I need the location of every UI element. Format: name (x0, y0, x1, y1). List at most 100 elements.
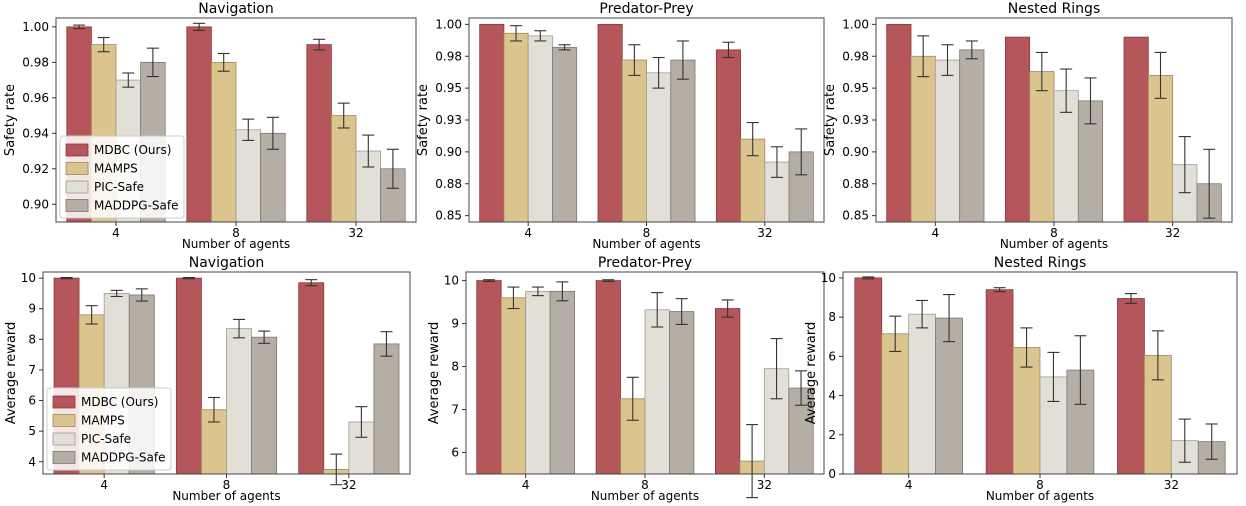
error-bar-maddpg-safe-8 (675, 298, 688, 325)
y-tick-label: 6 (828, 349, 836, 363)
y-tick-label: 6 (451, 446, 459, 460)
error-bar-maddpg-safe-8 (1084, 77, 1097, 125)
error-bar-mdbc-ours--32 (1124, 293, 1137, 304)
legend-swatch-mdbc-ours- (65, 143, 89, 157)
error-bar-maddpg-safe-4 (558, 44, 571, 51)
error-bar-maddpg-safe-32 (795, 128, 808, 176)
y-tick-label: 0.85 (435, 209, 462, 223)
y-tick-label: 0.94 (22, 126, 49, 140)
y-tick-label: 7 (28, 363, 36, 377)
error-bar-maddpg-safe-8 (676, 40, 689, 80)
error-bar-mamps-8 (217, 52, 230, 72)
legend-box (46, 387, 172, 471)
error-bar-mamps-8 (1035, 51, 1048, 92)
error-bar-mamps-4 (507, 286, 520, 310)
x-tick-label: 8 (232, 226, 240, 240)
error-bar-maddpg-safe-4 (135, 288, 148, 302)
bar-mdbc-ours--32 (715, 49, 741, 223)
error-bar-pic-safe-4 (110, 289, 123, 298)
bar-maddpg-safe-8 (670, 59, 696, 223)
y-tick-label: 5 (28, 424, 36, 438)
bar-mamps-32 (330, 115, 357, 223)
error-bar-pic-safe-8 (651, 292, 664, 328)
bar-mdbc-ours--32 (1123, 36, 1149, 223)
x-tick-label: 4 (100, 478, 108, 492)
x-tick-label: 8 (223, 478, 231, 492)
x-axis-label: Number of agents (591, 489, 699, 503)
error-bar-mamps-32 (1154, 51, 1167, 99)
error-bar-mamps-32 (330, 453, 343, 486)
error-bar-mamps-8 (628, 44, 641, 76)
y-tick-label: 0.85 (842, 209, 869, 223)
bar-pic-safe-4 (525, 290, 551, 475)
bar-mamps-4 (881, 333, 910, 475)
legend-label: MDBC (Ours) (81, 395, 158, 409)
error-bar-mdbc-ours--32 (305, 279, 318, 287)
error-bar-pic-safe-8 (652, 56, 665, 89)
y-tick-label: 9 (28, 302, 36, 316)
bar-mdbc-ours--32 (715, 308, 741, 475)
bar-mdbc-ours--32 (1117, 298, 1145, 475)
bar-pic-safe-8 (646, 72, 672, 223)
error-bar-maddpg-safe-32 (1205, 423, 1218, 460)
x-tick-label: 32 (757, 478, 772, 492)
x-axis-label: Number of agents (182, 237, 290, 251)
error-bar-maddpg-safe-4 (943, 294, 956, 343)
bar-mdbc-ours--8 (595, 280, 621, 475)
y-tick-label: 0.98 (842, 49, 869, 63)
x-axis-label: Number of agents (172, 489, 280, 503)
y-tick-label: 0.90 (22, 197, 49, 211)
legend-swatch-pic-safe (52, 432, 76, 446)
bar-mdbc-ours--4 (479, 23, 505, 223)
error-bar-maddpg-safe-32 (386, 148, 399, 189)
y-axis-label: Safety rate (823, 84, 838, 156)
x-tick-label: 4 (522, 478, 530, 492)
bar-mamps-8 (210, 61, 237, 223)
error-bar-pic-safe-8 (1047, 351, 1060, 402)
bar-mamps-8 (1029, 71, 1055, 223)
legend-box (59, 135, 185, 219)
error-bar-mamps-4 (85, 305, 98, 325)
error-bar-pic-safe-4 (941, 44, 954, 76)
chart-panel-3: 4 8 32 0.85 0.88 0.90 0.93 0.95 0.98 1.00 Nested R… (823, 1, 1233, 251)
y-tick-label: 0.93 (435, 113, 462, 127)
legend-label: MADDPG-Safe (81, 451, 166, 465)
bar-mdbc-ours--8 (597, 23, 623, 223)
bar-mdbc-ours--4 (886, 23, 912, 223)
error-bar-mdbc-ours--4 (862, 276, 875, 280)
error-bar-mdbc-ours--4 (482, 279, 495, 283)
y-tick-label: 0.90 (842, 145, 869, 159)
error-bar-mamps-4 (917, 35, 930, 78)
bar-mdbc-ours--8 (1004, 36, 1031, 223)
error-bar-mdbc-ours--8 (182, 276, 195, 280)
y-tick-label: 10 (821, 271, 836, 285)
x-axis-label: Number of agents (986, 489, 1094, 503)
bar-pic-safe-4 (527, 35, 553, 223)
error-bar-mamps-8 (626, 376, 639, 421)
x-tick-label: 4 (905, 478, 913, 492)
error-bar-maddpg-safe-4 (965, 40, 978, 60)
bar-maddpg-safe-4 (552, 46, 578, 223)
error-bar-maddpg-safe-4 (146, 47, 159, 78)
bar-mamps-32 (1147, 74, 1174, 223)
y-tick-label: 6 (28, 394, 36, 408)
error-bar-mamps-8 (1020, 327, 1033, 368)
x-tick-label: 32 (348, 226, 363, 240)
bar-pic-safe-8 (235, 129, 262, 223)
bar-mamps-8 (1012, 347, 1041, 475)
y-tick-label: 1.00 (22, 20, 49, 34)
chart-panel-6: 4 8 32 0 2 4 6 8 10 Nested Rings Number of agents A… (804, 255, 1238, 503)
error-bar-maddpg-safe-32 (795, 370, 808, 406)
x-tick-label: 32 (1164, 478, 1179, 492)
axes-frame (465, 271, 825, 475)
bar-maddpg-safe-8 (251, 336, 278, 475)
legend-label: PIC-Safe (81, 432, 131, 446)
y-axis-label: Average reward (4, 322, 19, 425)
y-axis-label: Safety rate (416, 84, 431, 156)
y-tick-label: 8 (28, 332, 36, 346)
axes-frame (842, 271, 1238, 475)
bar-maddpg-safe-4 (549, 290, 575, 475)
x-tick-label: 8 (641, 478, 649, 492)
bar-mdbc-ours--32 (306, 44, 332, 223)
